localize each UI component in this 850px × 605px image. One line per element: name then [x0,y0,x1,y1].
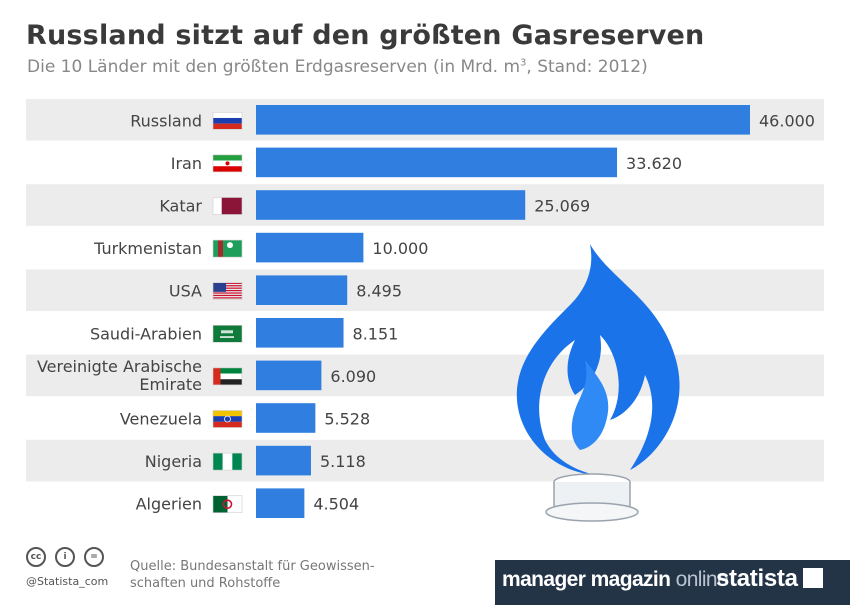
iran-flag-icon [212,154,243,173]
manager-magazin-logo[interactable]: manager magazin online [502,568,729,591]
category-label: Vereinigte Arabische Emirate [37,357,202,394]
nd-icon: = [84,547,104,567]
venezuela-flag-icon [212,410,243,428]
bar [256,360,322,391]
data-label: 5.118 [320,452,366,471]
cc-icon: cc [26,547,46,567]
category-label: Algerien [136,495,202,514]
data-label: 33.620 [626,154,682,173]
source-note: Quelle: Bundesanstalt für Geowissen- sch… [130,559,375,591]
bar [256,275,348,305]
category-label: Venezuela [120,410,202,429]
category-label: Nigeria [145,452,202,471]
bar [256,147,618,178]
uae-flag-icon [212,367,243,386]
usa-flag-icon [212,282,243,301]
data-label: 8.151 [353,324,399,343]
gas-flame-icon [516,244,680,522]
bar [256,105,750,135]
bar [256,190,526,220]
statista-handle: @Statista_com [26,575,109,588]
nigeria-flag-icon [212,452,243,471]
data-label: 25.069 [534,197,590,216]
footer-brand-bar [495,560,850,605]
bar [256,318,344,348]
data-label: 8.495 [356,282,402,301]
statista-logo[interactable]: statista [716,565,798,592]
row-band [26,439,824,482]
category-label: Turkmenistan [93,239,202,258]
data-label: 6.090 [330,367,376,386]
data-label: 5.528 [324,410,370,429]
chart-title: Russland sitzt auf den größten Gasreserv… [26,20,705,51]
category-label: Saudi-Arabien [90,324,202,343]
russia-flag-icon [212,112,243,130]
statista-mark-icon [803,568,823,588]
bar [256,488,305,518]
bar [256,445,311,476]
category-label: Russland [130,111,202,130]
category-label: USA [169,282,202,301]
qatar-flag-icon [212,197,243,215]
data-label: 46.000 [759,111,815,130]
bar [256,403,316,433]
algeria-flag-icon [212,495,243,514]
turkmenistan-flag-icon [212,239,243,258]
saudi-arabia-flag-icon [212,324,243,343]
category-label: Katar [159,197,202,216]
bar-chart: Russland 46.000 Iran 33.620 Katar 25.069 Turkm… [26,99,824,522]
data-label: 10.000 [372,239,428,258]
category-label: Iran [171,154,202,173]
row-band [26,354,824,397]
row-band [26,269,824,311]
chart-subtitle: Die 10 Länder mit den größten Erdgasrese… [27,57,648,77]
data-label: 4.504 [313,495,359,514]
by-icon: i [55,547,75,567]
bar [256,232,364,263]
